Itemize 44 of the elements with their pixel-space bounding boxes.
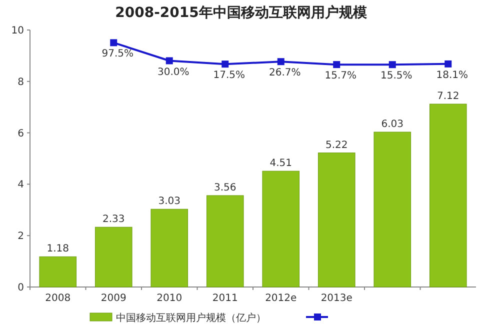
x-tick-label: 2008 [45, 293, 71, 304]
data-label: 7.12 [436, 91, 460, 102]
data-label: 3.03 [158, 196, 181, 208]
chart-title: 2008-2015年中国移动互联网用户规模 [115, 4, 368, 21]
bar [318, 152, 356, 288]
point [388, 61, 396, 68]
x-tick-label: 2013e [320, 293, 352, 304]
data-label: 2.33 [102, 214, 125, 226]
point [444, 60, 452, 68]
y-tick-label: 6 [18, 128, 24, 140]
bar [150, 208, 188, 288]
x-tick-label: 2009 [100, 293, 126, 304]
data-label: 3.56 [214, 182, 236, 194]
point [110, 39, 118, 46]
bar [374, 132, 412, 288]
y-tick-label: 10 [11, 26, 24, 36]
data-label: 1.18 [46, 244, 70, 255]
point [277, 58, 284, 66]
data-label: 15.5% [380, 70, 412, 82]
y-tick-label: 2 [18, 231, 24, 242]
data-label: 15.7% [324, 70, 357, 82]
y-tick-label: 4 [18, 180, 24, 191]
bar [94, 226, 132, 288]
data-label: 4.51 [270, 158, 292, 170]
point [333, 61, 340, 68]
legend-label: 中国移动互联网用户规模（亿户） [116, 312, 266, 324]
data-label: 17.5% [213, 70, 246, 82]
y-tick-label: 8 [18, 76, 24, 88]
bar [429, 104, 467, 288]
data-label: 97.5% [102, 48, 134, 60]
data-label: 18.1% [436, 70, 468, 81]
x-tick-label: 2012e [265, 293, 297, 304]
x-tick-label: 2010 [156, 293, 182, 304]
data-label: 30.0% [157, 66, 190, 78]
data-label: 26.7% [268, 68, 301, 79]
y-tick-label: 0 [18, 282, 24, 294]
bar [39, 256, 77, 288]
point [222, 60, 229, 68]
data-label: 6.03 [381, 119, 404, 130]
data-label: 5.22 [325, 140, 348, 151]
bar [206, 195, 244, 288]
bar [262, 170, 300, 288]
x-tick-label: 2011 [212, 293, 238, 304]
point [166, 57, 173, 64]
